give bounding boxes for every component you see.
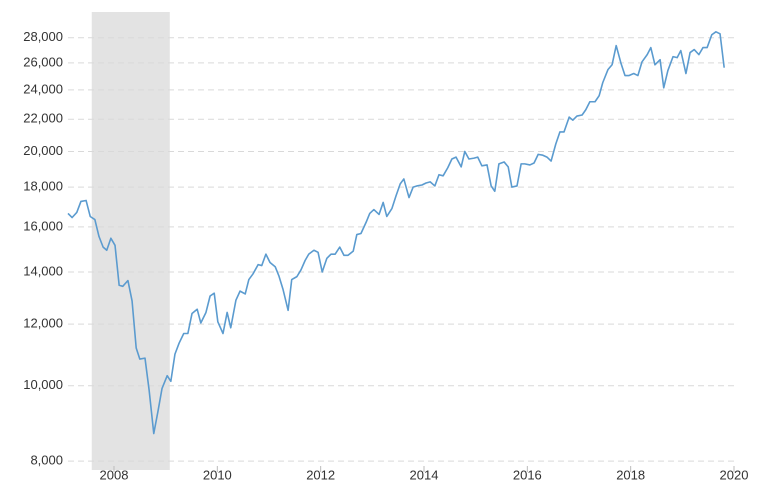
y-tick-label: 14,000 [23, 263, 63, 278]
y-tick-label: 18,000 [23, 179, 63, 194]
x-tick-label: 2018 [616, 467, 645, 482]
y-tick-label: 8,000 [30, 453, 63, 468]
x-tick-label: 2010 [203, 467, 232, 482]
y-tick-label: 26,000 [23, 54, 63, 69]
y-tick-label: 28,000 [23, 29, 63, 44]
x-tick-label: 2012 [306, 467, 335, 482]
y-tick-label: 12,000 [23, 316, 63, 331]
y-tick-label: 16,000 [23, 218, 63, 233]
y-tick-label: 24,000 [23, 81, 63, 96]
x-tick-label: 2008 [100, 467, 129, 482]
x-tick-label: 2020 [720, 467, 749, 482]
shaded-region [91, 12, 170, 470]
x-tick-label: 2014 [410, 467, 439, 482]
y-tick-label: 22,000 [23, 111, 63, 126]
y-tick-label: 20,000 [23, 143, 63, 158]
x-tick-label: 2016 [513, 467, 542, 482]
y-tick-label: 10,000 [23, 377, 63, 392]
data-line [67, 31, 725, 435]
